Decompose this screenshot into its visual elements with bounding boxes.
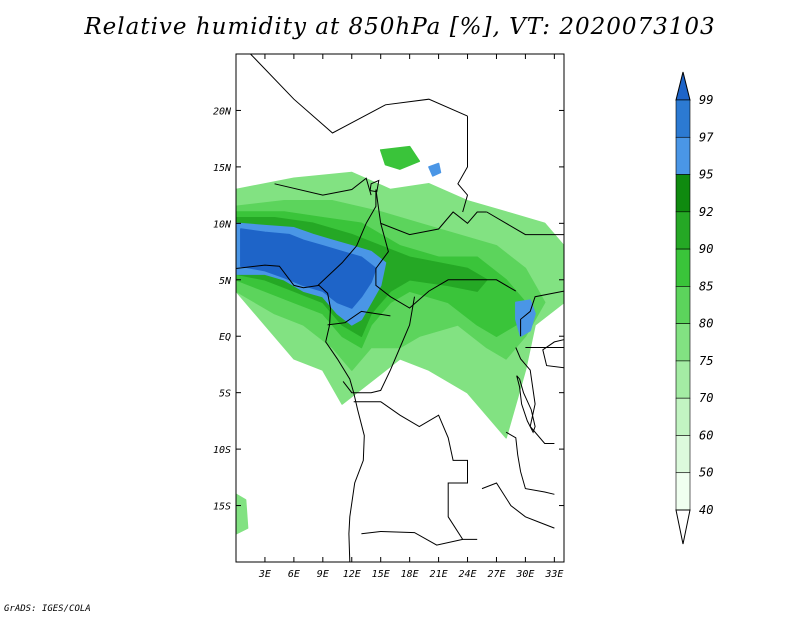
lon-tick-label: 18E <box>401 569 419 580</box>
lake-outline <box>369 179 380 193</box>
country-border <box>457 116 469 213</box>
country-border <box>274 177 372 196</box>
lat-tick-label: 10S <box>213 445 231 456</box>
colorbar-label: 99 <box>699 93 713 107</box>
colorbar-label: 60 <box>699 428 713 442</box>
map-frame <box>235 53 565 563</box>
colorbar-segment <box>675 397 691 436</box>
political-boundaries-layer <box>236 54 564 562</box>
country-border <box>481 482 555 529</box>
lon-tick-label: 9E <box>317 569 329 580</box>
lon-tick-label: 3E <box>258 569 271 580</box>
map-title: Relative humidity at 850hPa [%], VT: 202… <box>84 14 716 40</box>
colorbar-segment <box>675 472 691 511</box>
colorbar-label: 70 <box>699 391 713 405</box>
colorbar-segment <box>675 174 691 213</box>
colorbar-label: 40 <box>699 503 713 517</box>
colorbar-segment <box>675 360 691 399</box>
lon-tick-label: 33E <box>544 569 563 580</box>
colorbar-segment <box>675 136 691 175</box>
country-border <box>361 530 463 546</box>
country-border <box>327 310 391 326</box>
colorbar-bottom-arrow <box>675 509 691 545</box>
country-border <box>505 431 555 495</box>
humidity-field-layer <box>236 145 564 535</box>
lat-tick-label: 15N <box>213 163 232 174</box>
colorbar-segment <box>675 211 691 250</box>
lake-outline <box>516 375 536 434</box>
lat-tick-label: 15S <box>213 502 231 513</box>
lat-tick-label: EQ <box>219 332 231 343</box>
colorbar-legend: 99 97 95 92 90 85 80 75 70 60 50 40 <box>675 71 714 545</box>
lat-tick-label: 5N <box>219 276 232 287</box>
lon-tick-label: 15E <box>372 569 390 580</box>
lon-tick-label: 27E <box>487 569 505 580</box>
country-border <box>375 189 517 309</box>
colorbar-label: 85 <box>699 279 713 293</box>
lat-tick-label: 5S <box>219 389 231 400</box>
lon-tick-label: 21E <box>430 569 448 580</box>
humidity-region-75 <box>236 493 249 535</box>
country-border <box>515 347 555 444</box>
country-border <box>520 290 564 337</box>
colorbar-segment <box>675 286 691 324</box>
country-border <box>486 211 564 236</box>
lon-tick-label: 6E <box>288 569 300 580</box>
lon-tick-label: 30E <box>515 569 534 580</box>
country-border <box>380 211 487 236</box>
grads-credit: GrADS: IGES/COLA <box>4 604 91 614</box>
colorbar-top-arrow <box>675 71 691 101</box>
country-border <box>317 189 377 286</box>
latitude-axis: 20N 15N 10N 5N EQ 5S 10S 15S <box>213 106 564 513</box>
humidity-region-97 <box>428 162 442 177</box>
lon-tick-label: 12E <box>343 569 361 580</box>
colorbar-label: 97 <box>699 130 714 144</box>
lake-outline <box>542 339 564 369</box>
lake-outline <box>563 443 564 454</box>
colorbar-segment <box>675 248 691 287</box>
coastline <box>236 264 365 562</box>
country-border <box>353 401 478 540</box>
lat-tick-label: 10N <box>213 219 232 230</box>
colorbar-segment <box>675 323 691 362</box>
country-border <box>250 54 468 134</box>
colorbar-segment <box>675 435 691 474</box>
colorbar-label: 75 <box>699 354 713 368</box>
lon-tick-label: 24E <box>458 569 476 580</box>
country-border <box>342 296 415 394</box>
humidity-region-85 <box>379 145 421 170</box>
colorbar-segment <box>675 99 691 138</box>
lat-tick-label: 20N <box>213 106 232 117</box>
colorbar-label: 95 <box>699 168 713 182</box>
colorbar-label: 50 <box>699 466 713 480</box>
humidity-region-99 <box>240 228 377 309</box>
colorbar-label: 92 <box>699 205 713 219</box>
longitude-axis: 3E 6E 9E 12E 15E 18E 21E 24E 27E 30E 33E <box>258 54 563 580</box>
colorbar-label: 80 <box>699 317 713 331</box>
colorbar-label: 90 <box>699 242 713 256</box>
